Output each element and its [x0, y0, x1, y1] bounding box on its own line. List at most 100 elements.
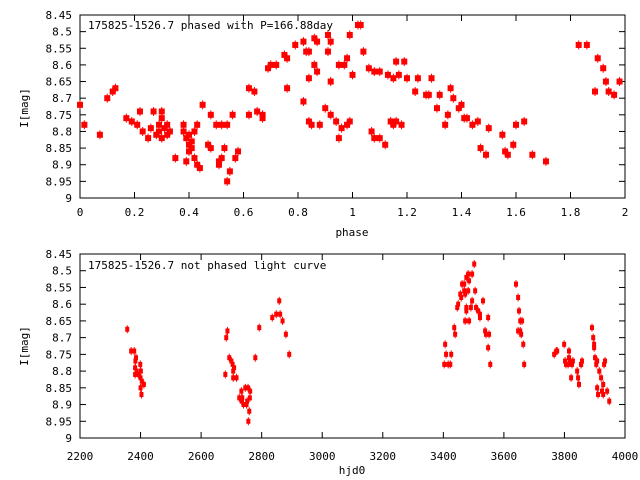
y-tick-label: 8.75 — [46, 109, 73, 122]
x-tick-label: 4000 — [612, 450, 639, 463]
data-point — [218, 120, 225, 130]
x-tick-label: 2800 — [248, 450, 275, 463]
x-tick-label: 0.6 — [234, 206, 254, 219]
y-tick-label: 8.55 — [46, 281, 73, 294]
data-point — [194, 120, 201, 130]
data-point — [473, 286, 478, 295]
unphased-y-axis-label: I[mag] — [18, 326, 31, 366]
data-point — [499, 130, 506, 140]
phased-y-axis-label: I[mag] — [18, 88, 31, 128]
data-point — [280, 316, 285, 325]
data-point — [447, 83, 454, 93]
data-point — [595, 383, 600, 392]
data-point — [444, 350, 449, 359]
data-point — [467, 316, 472, 325]
data-point — [341, 60, 348, 70]
y-tick-label: 8.65 — [46, 315, 73, 328]
data-point — [603, 357, 608, 366]
data-point — [486, 343, 491, 352]
data-point — [254, 106, 261, 116]
data-point — [96, 130, 103, 140]
data-point — [335, 60, 342, 70]
data-point — [138, 367, 143, 376]
data-point — [273, 60, 280, 70]
data-point — [245, 110, 252, 120]
data-point — [516, 326, 521, 335]
phased-light-curve-panel: 175825-1526.7 phased with P=166.88day ph… — [18, 9, 628, 239]
data-point — [569, 373, 574, 382]
data-point — [458, 100, 465, 110]
y-tick-label: 9 — [65, 432, 72, 445]
data-point — [314, 37, 321, 47]
data-point — [433, 103, 440, 113]
data-point — [346, 30, 353, 40]
data-point — [311, 60, 318, 70]
data-point — [395, 70, 402, 80]
data-point — [314, 67, 321, 77]
data-point — [191, 126, 198, 136]
data-point — [145, 133, 152, 143]
data-point — [235, 146, 242, 156]
y-tick-label: 8.8 — [52, 125, 72, 138]
data-point — [616, 77, 623, 87]
data-point — [136, 370, 141, 379]
data-point — [112, 83, 119, 93]
data-point — [224, 176, 231, 186]
data-point — [464, 306, 469, 315]
data-point — [188, 143, 195, 153]
data-point — [542, 156, 549, 166]
x-tick-label: 1.4 — [452, 206, 472, 219]
data-point — [129, 347, 134, 356]
y-tick-label: 8.7 — [52, 92, 72, 105]
data-point — [504, 150, 511, 160]
data-point — [134, 120, 141, 130]
data-point — [450, 93, 457, 103]
unphased-x-axis-label: hjd0 — [339, 464, 366, 477]
y-tick-label: 8.85 — [46, 142, 73, 155]
data-point — [605, 87, 612, 97]
data-point — [583, 40, 590, 50]
data-point — [338, 123, 345, 133]
data-point — [444, 110, 451, 120]
data-point — [592, 343, 597, 352]
data-point — [600, 63, 607, 73]
data-point — [485, 123, 492, 133]
data-point — [158, 113, 165, 123]
data-point — [466, 270, 471, 279]
data-point — [470, 296, 475, 305]
x-tick-label: 2600 — [188, 450, 215, 463]
data-point — [305, 47, 312, 57]
x-tick-label: 0 — [77, 206, 84, 219]
data-point — [513, 120, 519, 130]
data-point — [596, 390, 601, 399]
data-point — [248, 387, 253, 396]
y-tick-label: 8.6 — [52, 298, 72, 311]
data-point — [412, 87, 419, 97]
data-point — [519, 330, 524, 339]
data-point — [259, 113, 266, 123]
data-point — [292, 40, 299, 50]
data-point — [232, 153, 239, 163]
data-point — [346, 116, 353, 126]
data-point — [365, 63, 372, 73]
data-point — [522, 360, 527, 369]
y-tick-label: 8.8 — [52, 365, 72, 378]
data-point — [133, 370, 138, 379]
data-point — [199, 100, 206, 110]
data-point — [231, 367, 236, 376]
data-point — [520, 316, 525, 325]
data-point — [589, 323, 594, 332]
data-point — [234, 373, 239, 382]
data-point — [602, 77, 609, 87]
data-point — [576, 380, 581, 389]
data-point — [477, 143, 484, 153]
data-point — [601, 390, 606, 399]
unphased-light-curve-panel: 175825-1526.7 not phased light curve hjd… — [18, 248, 638, 477]
data-point — [213, 120, 220, 130]
data-point — [360, 47, 367, 57]
data-point — [158, 133, 165, 143]
data-point — [191, 153, 198, 163]
data-point — [243, 383, 248, 392]
data-point — [470, 270, 475, 279]
data-point — [517, 306, 522, 315]
